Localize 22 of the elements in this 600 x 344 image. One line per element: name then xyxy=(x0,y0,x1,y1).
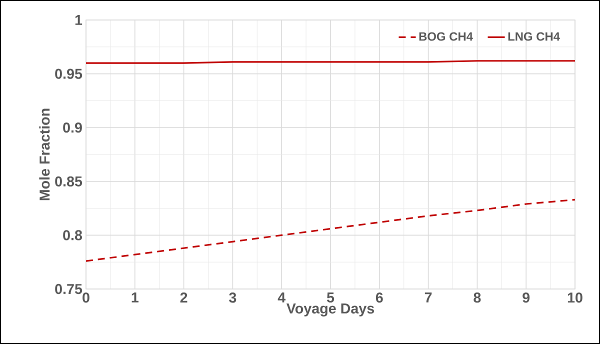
y-tick-label: 0.95 xyxy=(55,68,82,79)
y-tick-label: 0.85 xyxy=(55,176,82,186)
x-tick-label: 3 xyxy=(229,292,236,303)
x-tick-label: 5 xyxy=(326,292,334,303)
x-tick-label: 2 xyxy=(180,292,188,303)
x-tick-label: 6 xyxy=(376,292,383,303)
y-tick-label: 0.9 xyxy=(63,122,82,133)
line-series xyxy=(86,198,576,262)
legend-label: LNG CH4 xyxy=(508,32,560,41)
legend-label: BOG CH4 xyxy=(419,32,473,41)
x-tick-label: 1 xyxy=(132,292,138,302)
y-tick-label: 1 xyxy=(75,15,82,25)
x-tick-label: 8 xyxy=(474,292,481,303)
x-tick-label: 0 xyxy=(82,292,90,303)
x-tick-label: 10 xyxy=(568,292,582,303)
x-axis-title: Voyage Days xyxy=(286,304,374,316)
y-tick-label: 0.75 xyxy=(55,284,82,294)
x-tick-label: 4 xyxy=(278,292,286,302)
y-tick-label: 0.8 xyxy=(63,230,82,240)
x-tick-label: 9 xyxy=(522,292,530,303)
x-tick-label: 7 xyxy=(424,292,432,302)
y-axis-title: Mole Fraction xyxy=(39,108,50,200)
